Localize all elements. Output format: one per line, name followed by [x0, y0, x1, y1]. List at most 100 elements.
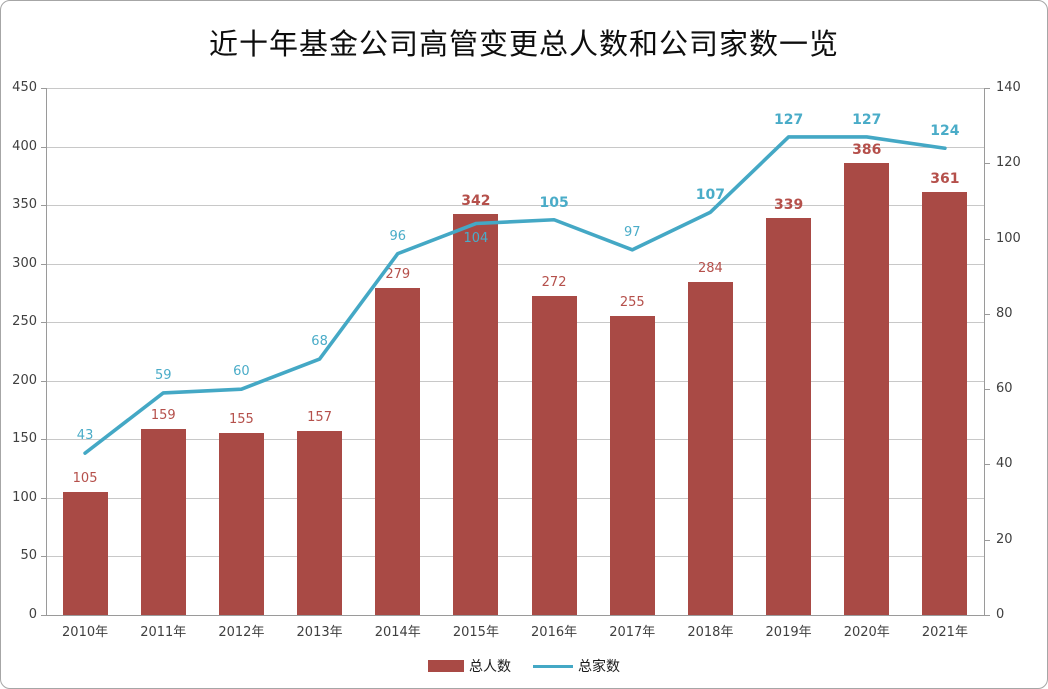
line-value-label: 127 — [852, 111, 882, 128]
line-value-label: 107 — [695, 187, 726, 204]
right-axis-tick — [984, 163, 990, 165]
y-axis-right — [984, 88, 985, 615]
legend-label: 总人数 — [469, 659, 511, 675]
bar-2016年 — [531, 296, 577, 615]
right-axis-tick-label: 80 — [996, 305, 1013, 321]
right-axis-tick-label: 40 — [996, 456, 1013, 472]
left-axis-tick — [41, 205, 46, 207]
line-series-swatch-icon — [533, 664, 573, 668]
bar-value-label: 105 — [72, 471, 98, 487]
legend-item-line-series: 总家数 — [533, 656, 620, 676]
right-axis-tick-label: 20 — [996, 531, 1013, 547]
line-value-label: 43 — [76, 428, 94, 444]
left-axis-tick — [41, 615, 46, 616]
bar-2011年 — [140, 428, 186, 615]
bar-2018年 — [687, 282, 733, 615]
right-axis-tick-label: 120 — [996, 155, 1021, 171]
bar-value-label: 157 — [307, 410, 332, 426]
bar-value-label: 159 — [150, 407, 176, 423]
bar-2019年 — [766, 217, 812, 615]
right-axis-tick — [984, 88, 990, 89]
left-axis-tick-label: 400 — [12, 138, 37, 154]
line-value-label: 60 — [233, 364, 250, 380]
gridline — [46, 556, 984, 558]
left-axis-tick — [41, 439, 46, 441]
right-axis-tick-label: 140 — [996, 80, 1021, 95]
bar-value-label: 386 — [852, 141, 882, 158]
left-axis-tick — [41, 322, 46, 324]
x-axis-label-2020年: 2020年 — [843, 625, 890, 640]
right-axis-tick — [984, 313, 990, 315]
left-axis-tick — [41, 263, 46, 265]
bar-value-label: 155 — [228, 412, 254, 428]
left-axis-tick-label: 200 — [12, 372, 37, 388]
bar-value-label: 284 — [697, 261, 723, 277]
line-value-label: 97 — [623, 224, 641, 240]
right-axis-tick — [984, 389, 990, 391]
right-axis-tick — [984, 464, 990, 466]
bar-2013年 — [297, 431, 343, 615]
x-axis-label-2011年: 2011年 — [140, 625, 187, 640]
right-axis-tick — [984, 615, 990, 616]
legend: 总人数 总家数 — [1, 654, 1047, 678]
line-value-label: 127 — [773, 111, 804, 128]
x-axis-label-2014年: 2014年 — [374, 625, 421, 640]
x-axis-label-2013年: 2013年 — [296, 625, 343, 640]
left-axis-tick-label: 150 — [12, 431, 37, 447]
bar-value-label: 361 — [930, 171, 960, 188]
line-value-label: 124 — [930, 123, 960, 140]
x-axis-label-2015年: 2015年 — [452, 625, 499, 640]
line-value-label: 96 — [389, 228, 407, 244]
x-axis-label-2019年: 2019年 — [765, 625, 812, 640]
left-axis-tick — [41, 556, 46, 558]
left-axis-tick — [41, 380, 46, 382]
line-path — [83, 135, 947, 455]
left-axis-tick — [41, 88, 46, 89]
gridline — [46, 88, 984, 89]
line-value-label: 105 — [539, 194, 569, 211]
bar-2020年 — [844, 162, 890, 615]
left-axis-tick-label: 100 — [12, 489, 37, 505]
right-axis-tick — [984, 238, 990, 240]
x-axis-label-2010年: 2010年 — [62, 625, 109, 640]
right-axis-tick-label: 100 — [996, 230, 1021, 246]
line-value-label: 104 — [463, 230, 489, 246]
x-axis-label-2017年: 2017年 — [609, 625, 656, 640]
bar-value-label: 342 — [461, 193, 491, 210]
gridline — [46, 439, 984, 441]
left-axis-tick — [41, 146, 46, 148]
legend-item-bar-series: 总人数 — [428, 656, 511, 676]
left-axis-tick-label: 450 — [12, 80, 37, 95]
line-value-label: 68 — [311, 334, 328, 350]
bar-2021年 — [922, 192, 968, 615]
bar-2010年 — [62, 492, 108, 615]
line-value-label: 59 — [154, 367, 172, 383]
bar-2012年 — [218, 433, 264, 615]
bar-2015年 — [453, 214, 499, 615]
bar-2017年 — [609, 316, 655, 615]
gridline — [46, 497, 984, 499]
x-axis-label-2018年: 2018年 — [687, 625, 734, 640]
left-axis-tick-label: 0 — [28, 607, 37, 622]
bar-value-label: 272 — [541, 275, 567, 291]
x-axis-label-2016年: 2016年 — [531, 625, 578, 640]
right-axis-tick-label: 0 — [996, 607, 1005, 622]
x-axis-label-2012年: 2012年 — [218, 625, 265, 640]
legend-label: 总家数 — [578, 659, 620, 675]
chart-title: 近十年基金公司高管变更总人数和公司家数一览 — [208, 27, 839, 61]
left-axis-tick-label: 350 — [12, 197, 37, 213]
left-axis-tick-label: 50 — [20, 548, 37, 564]
gridline — [46, 380, 984, 382]
gridline — [46, 205, 984, 207]
y-axis-left — [46, 88, 47, 615]
left-axis-tick — [41, 497, 46, 499]
bar-value-label: 255 — [619, 295, 645, 311]
left-axis-tick-label: 300 — [12, 255, 37, 271]
gridline — [46, 146, 984, 148]
bar-series-swatch-icon — [428, 660, 464, 672]
bar-value-label: 339 — [773, 196, 804, 213]
right-axis-tick-label: 60 — [996, 381, 1013, 397]
